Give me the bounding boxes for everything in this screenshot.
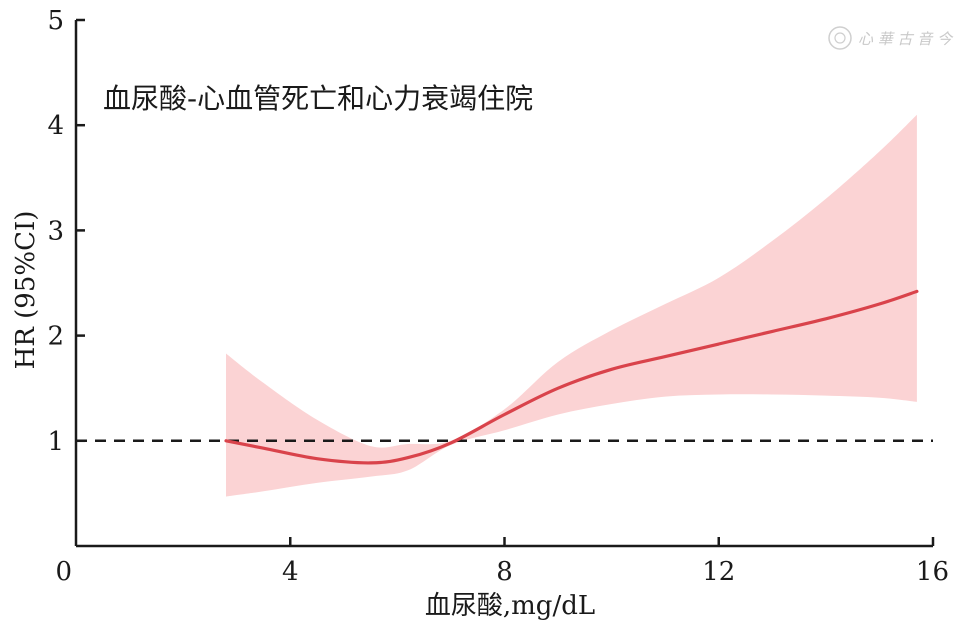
x-tick-label: 8: [496, 557, 513, 587]
seal-logo-inner-icon: [834, 32, 846, 44]
y-axis-title: HR (95%CI): [11, 211, 41, 370]
watermark: 心 華 古 音 今: [828, 26, 954, 50]
hr-curve: [224, 289, 919, 465]
x-tick-label: 0: [55, 557, 72, 587]
plot-area: [76, 114, 933, 497]
x-tick-label: 4: [282, 557, 299, 587]
y-tick-label: 4: [47, 111, 64, 141]
confidence-band: [226, 114, 917, 497]
chart-title: 血尿酸-心血管死亡和心力衰竭住院: [103, 82, 533, 115]
seal-logo-icon: [828, 26, 852, 50]
y-tick-label: 2: [47, 322, 64, 352]
watermark-text: 心 華 古 音 今: [858, 30, 954, 48]
x-tick-label: 16: [916, 557, 949, 587]
y-tick-label: 5: [47, 6, 64, 36]
x-tick-label: 12: [702, 557, 735, 587]
x-axis-title: 血尿酸,mg/dL: [425, 591, 595, 621]
y-tick-label: 1: [47, 427, 64, 457]
y-tick-label: 3: [47, 216, 64, 246]
